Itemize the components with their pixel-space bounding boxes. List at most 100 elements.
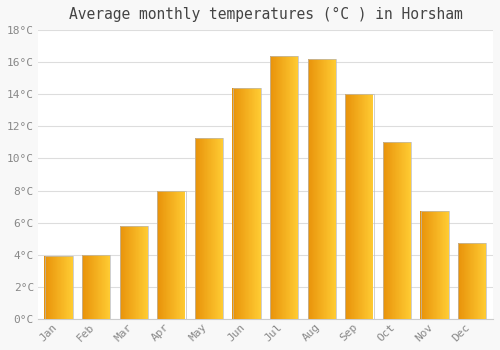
Bar (138, 226, 139, 319)
Bar (399, 142, 400, 319)
Bar (458, 244, 459, 319)
Bar (390, 142, 392, 319)
Bar (204, 138, 205, 319)
Bar (368, 94, 369, 319)
Bar (475, 244, 476, 319)
Bar (127, 226, 128, 319)
Bar (247, 88, 248, 319)
Bar (99, 255, 100, 319)
Bar (369, 94, 370, 319)
Bar (218, 138, 219, 319)
Bar (132, 226, 133, 319)
Bar (252, 88, 254, 319)
Bar (458, 244, 486, 319)
Bar (51, 256, 52, 319)
Bar (469, 244, 470, 319)
Bar (248, 88, 249, 319)
Bar (57, 256, 58, 319)
Bar (478, 244, 479, 319)
Bar (271, 56, 272, 319)
Bar (172, 190, 173, 319)
Bar (70, 256, 71, 319)
Bar (93, 255, 94, 319)
Bar (276, 56, 277, 319)
Bar (272, 56, 273, 319)
Bar (322, 59, 323, 319)
Bar (140, 226, 141, 319)
Bar (462, 244, 463, 319)
Bar (184, 190, 185, 319)
Bar (217, 138, 218, 319)
Bar (259, 88, 260, 319)
Bar (66, 256, 67, 319)
Bar (88, 255, 90, 319)
Bar (56, 256, 57, 319)
Bar (407, 142, 408, 319)
Bar (388, 142, 389, 319)
Bar (315, 59, 316, 319)
Bar (335, 59, 336, 319)
Bar (383, 142, 412, 319)
Bar (444, 211, 445, 319)
Bar (237, 88, 238, 319)
Bar (329, 59, 330, 319)
Bar (477, 244, 478, 319)
Bar (248, 88, 250, 319)
Bar (55, 256, 56, 319)
Bar (182, 190, 183, 319)
Bar (105, 255, 106, 319)
Bar (86, 255, 87, 319)
Bar (91, 255, 92, 319)
Bar (464, 244, 466, 319)
Bar (220, 138, 221, 319)
Bar (123, 226, 124, 319)
Bar (63, 256, 64, 319)
Bar (215, 138, 216, 319)
Bar (320, 59, 321, 319)
Bar (250, 88, 251, 319)
Bar (334, 59, 336, 319)
Bar (201, 138, 202, 319)
Bar (92, 255, 94, 319)
Bar (372, 94, 373, 319)
Bar (46, 256, 48, 319)
Bar (161, 190, 162, 319)
Bar (297, 56, 298, 319)
Bar (173, 190, 174, 319)
Bar (211, 138, 212, 319)
Bar (253, 88, 254, 319)
Bar (312, 59, 314, 319)
Bar (328, 59, 329, 319)
Bar (94, 255, 95, 319)
Bar (200, 138, 201, 319)
Bar (213, 138, 214, 319)
Bar (366, 94, 367, 319)
Bar (170, 190, 171, 319)
Bar (430, 211, 431, 319)
Bar (274, 56, 275, 319)
Bar (441, 211, 442, 319)
Bar (205, 138, 206, 319)
Bar (169, 190, 170, 319)
Bar (370, 94, 371, 319)
Bar (280, 56, 281, 319)
Bar (198, 138, 199, 319)
Bar (167, 190, 168, 319)
Bar (60, 256, 61, 319)
Bar (358, 94, 360, 319)
Bar (202, 138, 203, 319)
Bar (385, 142, 386, 319)
Bar (100, 255, 101, 319)
Bar (445, 211, 446, 319)
Bar (446, 211, 447, 319)
Bar (165, 190, 166, 319)
Bar (470, 244, 471, 319)
Bar (177, 190, 178, 319)
Bar (183, 190, 184, 319)
Bar (403, 142, 404, 319)
Bar (311, 59, 312, 319)
Bar (472, 244, 474, 319)
Bar (136, 226, 137, 319)
Bar (471, 244, 472, 319)
Bar (133, 226, 134, 319)
